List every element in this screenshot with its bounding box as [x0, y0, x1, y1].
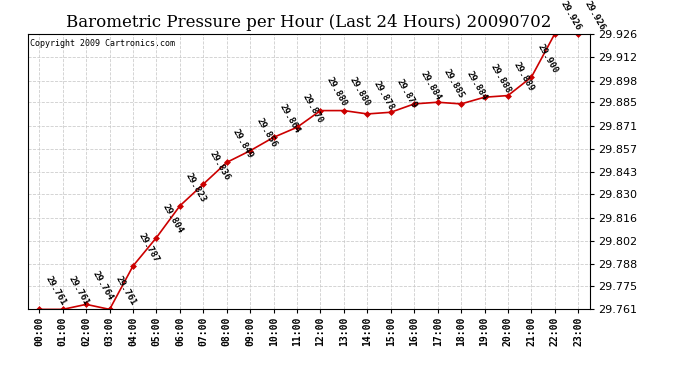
Text: 29.804: 29.804 [161, 203, 184, 236]
Text: 29.880: 29.880 [348, 76, 372, 108]
Text: 29.878: 29.878 [371, 80, 395, 112]
Text: 29.888: 29.888 [489, 63, 513, 95]
Text: 29.884: 29.884 [418, 69, 442, 102]
Text: 29.884: 29.884 [465, 69, 489, 102]
Text: 29.870: 29.870 [302, 93, 325, 125]
Text: 29.761: 29.761 [114, 275, 138, 307]
Text: 29.761: 29.761 [43, 275, 68, 307]
Text: 29.836: 29.836 [208, 150, 231, 182]
Text: 29.889: 29.889 [512, 61, 536, 93]
Text: 29.926: 29.926 [559, 0, 583, 32]
Title: Barometric Pressure per Hour (Last 24 Hours) 20090702: Barometric Pressure per Hour (Last 24 Ho… [66, 14, 551, 31]
Text: 29.761: 29.761 [67, 275, 91, 307]
Text: 29.823: 29.823 [184, 171, 208, 204]
Text: 29.787: 29.787 [137, 231, 161, 264]
Text: 29.849: 29.849 [231, 128, 255, 160]
Text: 29.856: 29.856 [255, 116, 278, 148]
Text: 29.879: 29.879 [395, 78, 419, 110]
Text: Copyright 2009 Cartronics.com: Copyright 2009 Cartronics.com [30, 39, 175, 48]
Text: 29.864: 29.864 [278, 103, 302, 135]
Text: 29.764: 29.764 [90, 270, 115, 302]
Text: 29.880: 29.880 [325, 76, 348, 108]
Text: 29.885: 29.885 [442, 68, 466, 100]
Text: 29.900: 29.900 [535, 43, 560, 75]
Text: 29.926: 29.926 [582, 0, 607, 32]
